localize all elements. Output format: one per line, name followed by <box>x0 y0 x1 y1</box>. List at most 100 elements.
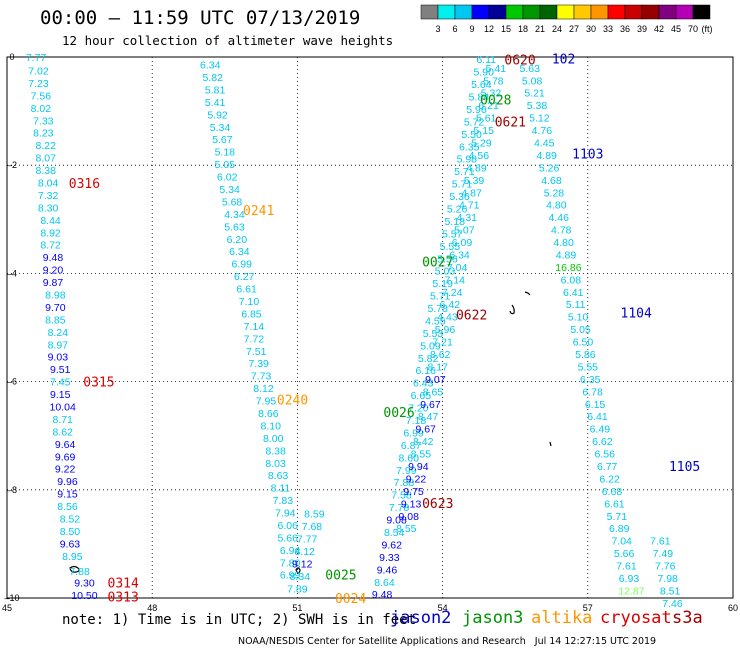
swh-value: 5.18 <box>215 147 236 159</box>
swh-value: 7.99 <box>396 465 417 477</box>
swh-value: 8.98 <box>45 289 66 301</box>
swh-value: 5.61 <box>476 113 497 125</box>
swh-value: 7.73 <box>251 371 272 383</box>
swh-value: 7.45 <box>50 377 71 389</box>
swh-value: 8.10 <box>261 420 282 432</box>
swh-value: 9.22 <box>406 473 427 485</box>
swh-value: 8.59 <box>304 509 325 521</box>
swh-value: 5.18 <box>444 216 465 228</box>
swh-value: 9.87 <box>43 277 64 289</box>
swh-value: 6.08 <box>561 274 582 286</box>
swh-value: 8.95 <box>62 551 83 563</box>
swh-value: 5.81 <box>205 84 226 96</box>
y-tick-label: –10 <box>4 593 19 603</box>
swh-value: 9.48 <box>372 589 393 601</box>
x-tick-label: 45 <box>2 603 12 613</box>
swh-value: 7.02 <box>28 66 49 78</box>
swh-value: 7.88 <box>394 477 415 489</box>
swh-value: 9.07 <box>425 374 446 386</box>
swh-value: 9.15 <box>50 389 71 401</box>
swh-value: 5.10 <box>568 312 589 324</box>
swh-value: 9.30 <box>74 577 95 589</box>
plot-frame <box>6 56 734 599</box>
swh-value: 9.03 <box>48 352 69 364</box>
swh-value: 6.21 <box>478 100 499 112</box>
swh-value: 4.89 <box>556 249 577 261</box>
swh-value: 7.18 <box>406 415 427 427</box>
swh-value: 8.62 <box>52 426 73 438</box>
swh-value: 8.66 <box>258 408 279 420</box>
swh-value: 8.55 <box>411 449 432 461</box>
swh-value: 6.77 <box>597 461 618 473</box>
swh-value: 4.46 <box>549 212 570 224</box>
swh-value: 8.56 <box>57 501 78 513</box>
swh-value: 6.15 <box>585 399 606 411</box>
track-label: 0620 <box>504 54 535 69</box>
swh-value: 6.42 <box>440 299 461 311</box>
colorbar-label: 12 <box>484 24 494 34</box>
swh-value: 7.80 <box>280 557 301 569</box>
swh-value: 5.09 <box>420 340 441 352</box>
colorbar-label: 24 <box>552 24 562 34</box>
swh-value: 4.80 <box>553 237 574 249</box>
swh-value: 9.20 <box>43 265 64 277</box>
swh-value: 8.38 <box>36 165 57 177</box>
swh-value: 5.19 <box>432 278 453 290</box>
swh-value: 7.61 <box>650 536 671 548</box>
swh-value: 8.22 <box>36 140 57 152</box>
swh-value: 5.11 <box>566 299 586 311</box>
swh-value: 5.64 <box>471 79 492 91</box>
swh-value: 4.89 <box>466 162 487 174</box>
swh-value: 6.34 <box>229 246 250 258</box>
swh-value: 7.76 <box>655 561 676 573</box>
swh-value: 9.12 <box>292 558 313 570</box>
track-label: 1104 <box>621 306 652 321</box>
swh-value: 8.72 <box>40 240 61 252</box>
swh-value: 5.78 <box>483 75 504 87</box>
y-tick-label: –2 <box>7 160 17 170</box>
swh-value: 5.63 <box>224 221 245 233</box>
swh-value: 12.87 <box>618 585 644 597</box>
coastline <box>524 291 531 296</box>
swh-value: 5.05 <box>570 324 591 336</box>
track-label: 1103 <box>572 147 603 162</box>
swh-value: 7.78 <box>389 502 410 514</box>
swh-value: 7.88 <box>69 566 90 578</box>
swh-value: 7.95 <box>256 396 277 408</box>
swh-value: 8.34 <box>290 571 311 583</box>
x-tick-label: 54 <box>438 603 448 613</box>
colorbar-label: 39 <box>637 24 647 34</box>
swh-value: 6.11 <box>476 54 496 66</box>
swh-value: 4.45 <box>534 137 555 149</box>
swh-value: 6.06 <box>278 520 299 532</box>
swh-value: 8.07 <box>36 153 57 165</box>
swh-value: 6.78 <box>582 386 603 398</box>
swh-value: 8.23 <box>33 128 54 140</box>
chart-title: 00:00 – 11:59 UTC 07/13/2019 <box>40 7 361 29</box>
swh-value: 8.97 <box>48 339 69 351</box>
swh-value: 7.68 <box>302 521 323 533</box>
chart-subtitle: 12 hour collection of altimeter wave hei… <box>62 33 394 48</box>
swh-value: 5.86 <box>575 349 596 361</box>
track-label: 0028 <box>480 94 511 109</box>
swh-value: 7.58 <box>391 490 412 502</box>
swh-value: 6.35 <box>459 141 480 153</box>
swh-value: 6.93 <box>619 573 640 585</box>
swh-value: 6.02 <box>217 172 238 184</box>
swh-value: 6.99 <box>232 259 253 271</box>
swh-value: 7.77 <box>297 533 318 545</box>
swh-value: 6.34 <box>449 249 470 261</box>
swh-value: 4.56 <box>469 150 490 162</box>
track-label: 0241 <box>243 204 274 219</box>
swh-value: 8.11 <box>271 483 291 495</box>
swh-value: 6.99 <box>280 570 301 582</box>
colorbar-label: 36 <box>620 24 630 34</box>
swh-value: 5.67 <box>212 134 233 146</box>
swh-value: 5.36 <box>449 191 470 203</box>
swh-value: 6.20 <box>227 234 248 246</box>
swh-value: 6.68 <box>602 486 623 498</box>
swh-value: 5.55 <box>578 361 599 373</box>
track-label: 0623 <box>422 497 453 512</box>
swh-value: 8.12 <box>253 383 274 395</box>
